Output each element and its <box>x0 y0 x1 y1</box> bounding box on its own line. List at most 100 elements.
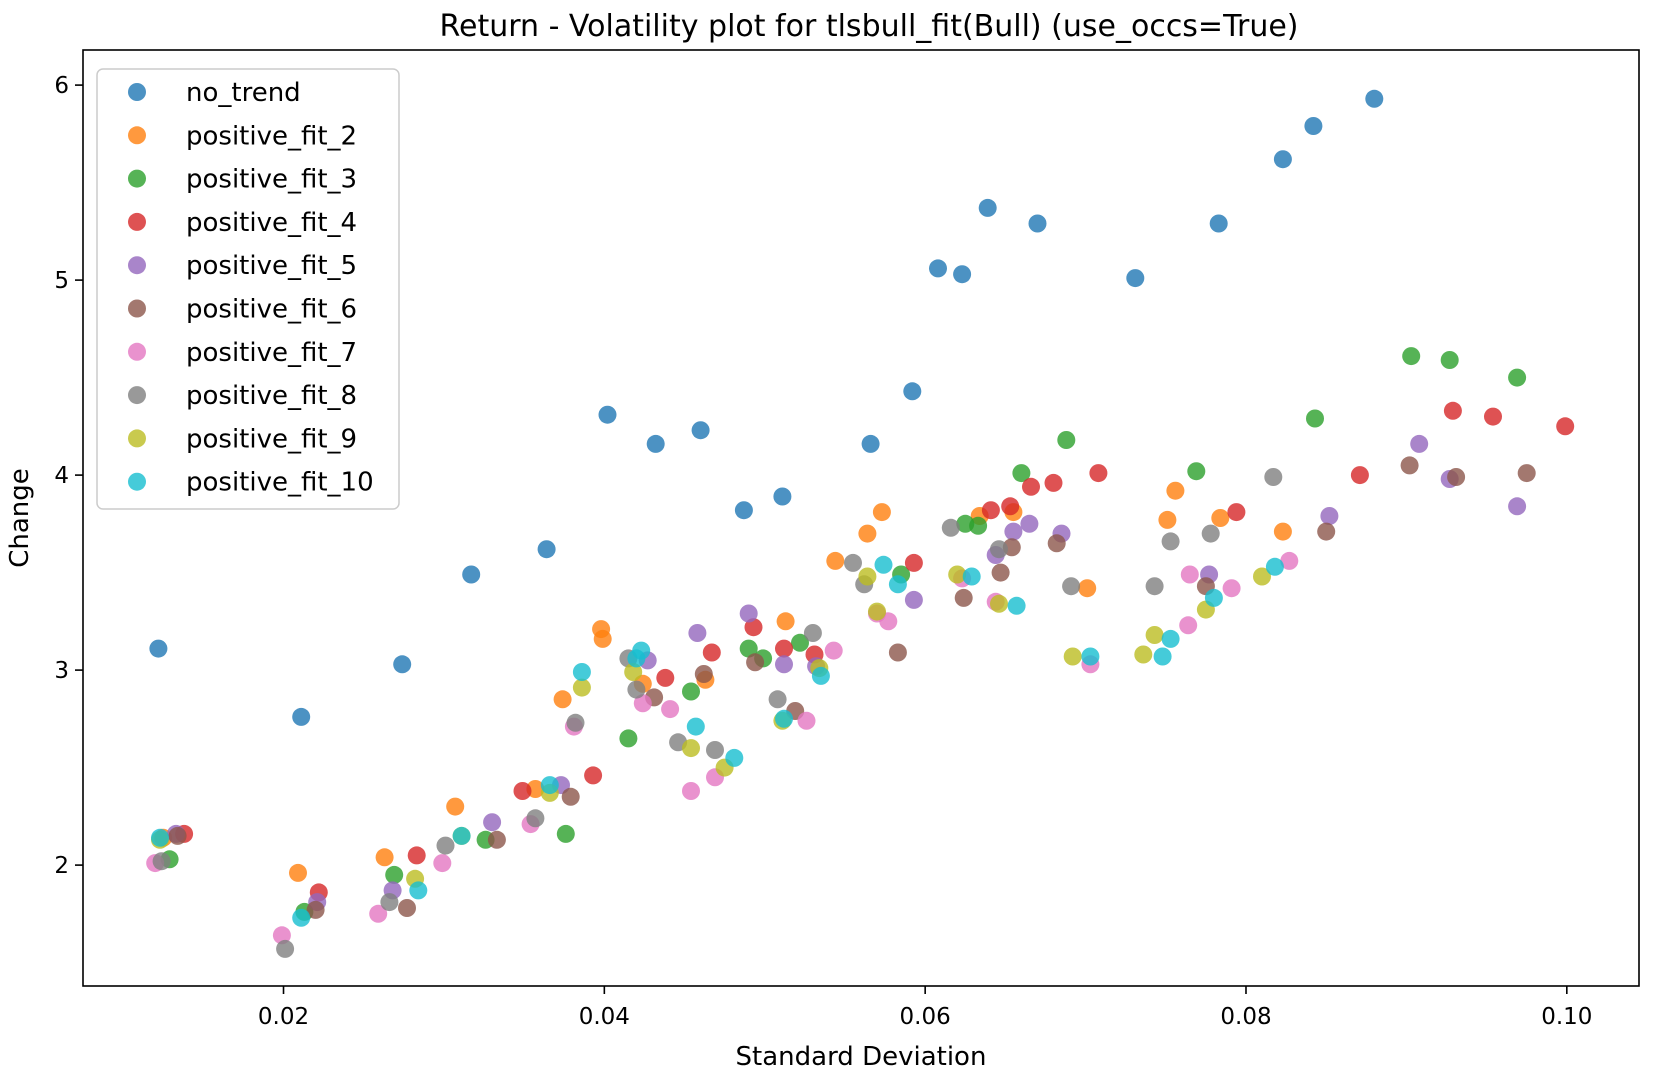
data-point <box>1280 551 1299 570</box>
series-no_trend <box>149 89 1384 726</box>
data-point <box>1227 503 1246 522</box>
data-point <box>292 707 311 726</box>
data-point <box>1001 497 1020 516</box>
data-point <box>1044 473 1063 492</box>
x-tick-label: 0.04 <box>579 1004 630 1030</box>
data-point <box>276 939 295 958</box>
data-point <box>661 700 680 719</box>
data-point <box>1306 409 1324 428</box>
data-point <box>1447 468 1466 486</box>
legend-item-positive_fit_7: positive_fit_7 <box>128 338 357 368</box>
data-point <box>948 565 967 584</box>
data-point <box>1145 626 1164 644</box>
data-point <box>1253 567 1271 586</box>
data-point <box>1265 557 1284 576</box>
data-point <box>593 629 612 648</box>
data-point <box>513 782 532 800</box>
legend-marker <box>128 429 146 448</box>
data-point <box>584 766 603 785</box>
legend-label: no_trend <box>186 78 301 108</box>
data-point <box>904 590 923 609</box>
data-point <box>1556 417 1575 436</box>
data-point <box>775 639 793 658</box>
x-tick-label: 0.02 <box>258 1004 309 1030</box>
data-point <box>739 604 758 623</box>
legend-box <box>96 68 400 510</box>
data-point <box>627 680 646 699</box>
data-point <box>775 655 793 674</box>
data-point <box>1204 588 1223 607</box>
data-point <box>446 797 465 816</box>
data-point <box>633 694 652 713</box>
data-point <box>619 729 638 748</box>
data-point <box>1304 117 1323 135</box>
data-point <box>1007 596 1026 615</box>
data-point <box>272 926 291 945</box>
legend-label: positive_fit_2 <box>186 121 357 151</box>
legend-marker <box>128 472 146 491</box>
data-point <box>773 487 792 506</box>
legend-item-positive_fit_5: positive_fit_5 <box>128 251 357 281</box>
series-positive_fit_4 <box>175 401 1575 902</box>
y-tick-label: 2 <box>54 853 69 879</box>
data-point <box>888 575 907 594</box>
data-point <box>1022 477 1040 496</box>
data-point <box>691 421 710 440</box>
data-point <box>791 633 809 652</box>
data-point <box>1508 497 1527 516</box>
data-point <box>526 809 545 828</box>
data-point <box>941 518 960 537</box>
data-point <box>929 259 947 278</box>
data-point <box>646 434 665 453</box>
data-points-layer <box>146 89 1575 958</box>
data-point <box>398 899 416 917</box>
data-point <box>149 639 168 658</box>
data-point <box>1089 464 1108 483</box>
data-point <box>746 653 765 672</box>
legend-marker <box>128 212 146 231</box>
legend-label: positive_fit_5 <box>186 251 357 281</box>
data-point <box>1047 534 1066 553</box>
y-tick-label: 5 <box>54 268 69 294</box>
legend-label: positive_fit_10 <box>186 468 374 498</box>
data-point <box>682 739 700 758</box>
data-point <box>1484 407 1502 426</box>
y-tick-label: 4 <box>54 463 69 489</box>
data-point <box>1365 89 1384 108</box>
data-point <box>433 854 452 873</box>
data-point <box>904 553 923 572</box>
x-tick-label: 0.08 <box>1220 1004 1271 1030</box>
legend-marker <box>128 256 146 275</box>
data-point <box>962 567 981 586</box>
data-point <box>407 846 426 865</box>
legend-label: positive_fit_4 <box>186 208 357 238</box>
data-point <box>1078 579 1097 598</box>
data-point <box>682 782 700 800</box>
data-point <box>734 501 753 520</box>
legend-marker <box>128 83 146 101</box>
y-axis-ticks: 2 3 4 5 6 <box>54 73 83 879</box>
data-point <box>954 588 973 607</box>
data-point <box>797 711 816 730</box>
x-tick-label: 0.06 <box>900 1004 951 1030</box>
data-point <box>776 612 795 631</box>
data-point <box>462 565 481 584</box>
y-tick-label: 3 <box>54 658 69 684</box>
data-point <box>1166 481 1185 500</box>
data-point <box>874 555 893 574</box>
data-point <box>953 265 972 284</box>
data-point <box>151 828 169 847</box>
data-point <box>888 643 907 662</box>
data-point <box>556 824 575 843</box>
data-point <box>1209 214 1228 233</box>
data-point <box>706 741 724 759</box>
data-point <box>826 551 845 570</box>
data-point <box>1126 269 1145 288</box>
data-point <box>824 641 843 660</box>
data-point <box>380 893 399 912</box>
legend-item-positive_fit_8: positive_fit_8 <box>128 381 357 411</box>
data-point <box>981 501 1000 520</box>
data-point <box>1153 647 1172 666</box>
data-point <box>561 787 580 806</box>
